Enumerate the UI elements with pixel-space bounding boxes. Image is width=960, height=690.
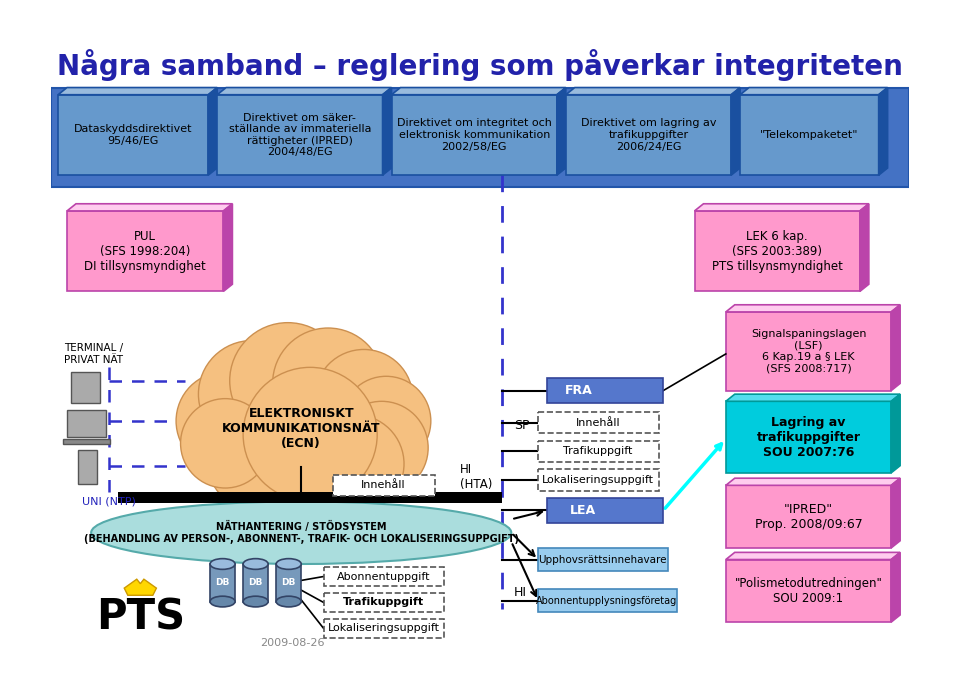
Polygon shape (51, 88, 909, 187)
FancyBboxPatch shape (539, 412, 659, 433)
Text: HI: HI (514, 586, 527, 599)
Text: Lokaliseringsuppgift: Lokaliseringsuppgift (542, 475, 654, 485)
Text: PUL
(SFS 1998:204)
DI tillsynsmyndighet: PUL (SFS 1998:204) DI tillsynsmyndighet (84, 230, 206, 273)
Polygon shape (726, 560, 891, 622)
Polygon shape (383, 88, 392, 175)
Polygon shape (59, 88, 217, 95)
Text: LEK 6 kap.
(SFS 2003:389)
PTS tillsynsmyndighet: LEK 6 kap. (SFS 2003:389) PTS tillsynsmy… (711, 230, 843, 273)
Polygon shape (392, 88, 565, 95)
Polygon shape (891, 553, 900, 622)
Circle shape (199, 341, 305, 448)
Text: Direktivet om lagring av
trafikuppgifter
2006/24/EG: Direktivet om lagring av trafikuppgifter… (581, 119, 716, 152)
Circle shape (180, 399, 270, 488)
Text: LEA: LEA (569, 504, 596, 517)
Text: DB: DB (281, 578, 296, 587)
Text: Lagring av
trafikuppgifter
SOU 2007:76: Lagring av trafikuppgifter SOU 2007:76 (756, 415, 860, 459)
Text: PTS: PTS (96, 597, 185, 639)
Polygon shape (67, 411, 107, 437)
FancyBboxPatch shape (539, 441, 659, 462)
Polygon shape (565, 88, 740, 95)
Polygon shape (118, 493, 502, 503)
FancyBboxPatch shape (324, 593, 444, 612)
Text: Direktivet om integritet och
elektronisk kommunikation
2002/58/EG: Direktivet om integritet och elektronisk… (396, 119, 552, 152)
Text: Innehåll: Innehåll (361, 480, 406, 491)
Circle shape (335, 402, 428, 494)
Polygon shape (878, 88, 888, 175)
FancyBboxPatch shape (539, 469, 659, 491)
Polygon shape (726, 485, 891, 548)
Text: Abonnentuppgift: Abonnentuppgift (337, 571, 430, 582)
Polygon shape (124, 579, 156, 595)
Text: DB: DB (249, 578, 263, 587)
Polygon shape (224, 204, 232, 291)
Circle shape (342, 376, 431, 466)
Text: Direktivet om säker-
ställande av immateriella
rättigheter (IPRED)
2004/48/EG: Direktivet om säker- ställande av immate… (228, 112, 372, 157)
FancyBboxPatch shape (276, 564, 301, 602)
Circle shape (229, 323, 346, 439)
Text: Innehåll: Innehåll (576, 417, 620, 428)
Text: ELEKTRONISKT
KOMMUNIKATIONSNÄT
(ECN): ELEKTRONISKT KOMMUNIKATIONSNÄT (ECN) (222, 406, 380, 450)
Polygon shape (557, 88, 565, 175)
Polygon shape (392, 95, 557, 175)
FancyBboxPatch shape (547, 498, 663, 523)
FancyBboxPatch shape (324, 618, 444, 638)
Polygon shape (726, 553, 900, 560)
Ellipse shape (210, 559, 235, 569)
Ellipse shape (276, 559, 301, 569)
Polygon shape (217, 95, 383, 175)
Text: Dataskyddsdirektivet
95/46/EG: Dataskyddsdirektivet 95/46/EG (74, 124, 192, 146)
Circle shape (248, 414, 355, 521)
Ellipse shape (243, 596, 268, 607)
Circle shape (176, 372, 275, 470)
Text: FRA: FRA (564, 384, 592, 397)
Text: 2009-08-26: 2009-08-26 (260, 638, 324, 648)
Polygon shape (78, 450, 97, 484)
Text: Trafikuppgift: Trafikuppgift (564, 446, 633, 456)
FancyBboxPatch shape (547, 378, 663, 403)
Polygon shape (63, 439, 110, 444)
Polygon shape (71, 372, 100, 403)
Ellipse shape (91, 502, 512, 564)
Polygon shape (732, 88, 740, 175)
FancyBboxPatch shape (539, 548, 668, 571)
Text: TERMINAL /
PRIVAT NÄT: TERMINAL / PRIVAT NÄT (64, 343, 124, 365)
Polygon shape (891, 305, 900, 391)
FancyBboxPatch shape (539, 589, 677, 612)
Text: HI
(HTA): HI (HTA) (461, 463, 492, 491)
FancyBboxPatch shape (324, 566, 444, 586)
Text: NÄTHANTERING / STÖDSYSTEM
(BEHANDLING AV PERSON-, ABONNENT-, TRAFIK- OCH LOKALIS: NÄTHANTERING / STÖDSYSTEM (BEHANDLING AV… (84, 522, 518, 544)
Ellipse shape (210, 596, 235, 607)
Text: Lokaliseringsuppgift: Lokaliseringsuppgift (327, 623, 440, 633)
Text: Abonnentupplysningsföretag: Abonnentupplysningsföretag (537, 595, 678, 606)
Polygon shape (740, 95, 878, 175)
Polygon shape (891, 478, 900, 548)
Polygon shape (726, 478, 900, 485)
FancyBboxPatch shape (332, 475, 435, 496)
Text: "IPRED"
Prop. 2008/09:67: "IPRED" Prop. 2008/09:67 (755, 502, 862, 531)
Polygon shape (726, 402, 891, 473)
Text: UNI (NTP): UNI (NTP) (83, 496, 136, 506)
Text: DB: DB (215, 578, 229, 587)
Circle shape (305, 415, 404, 513)
Polygon shape (67, 211, 224, 291)
Polygon shape (217, 88, 392, 95)
Polygon shape (694, 204, 869, 211)
Text: Upphovsrättsinnehavare: Upphovsrättsinnehavare (539, 555, 666, 564)
Polygon shape (740, 88, 888, 95)
Text: SP: SP (514, 419, 530, 432)
Polygon shape (726, 305, 900, 312)
Polygon shape (694, 211, 860, 291)
Text: "Polismetodutredningen"
SOU 2009:1: "Polismetodutredningen" SOU 2009:1 (734, 577, 882, 605)
Polygon shape (891, 394, 900, 473)
Polygon shape (59, 95, 208, 175)
Circle shape (207, 412, 305, 511)
FancyBboxPatch shape (210, 564, 235, 602)
Polygon shape (208, 88, 217, 175)
Polygon shape (726, 312, 891, 391)
Polygon shape (67, 204, 232, 211)
Circle shape (243, 367, 377, 502)
Circle shape (273, 328, 383, 439)
Text: "Telekompaketet": "Telekompaketet" (760, 130, 858, 140)
Circle shape (315, 349, 413, 448)
FancyBboxPatch shape (243, 564, 268, 602)
